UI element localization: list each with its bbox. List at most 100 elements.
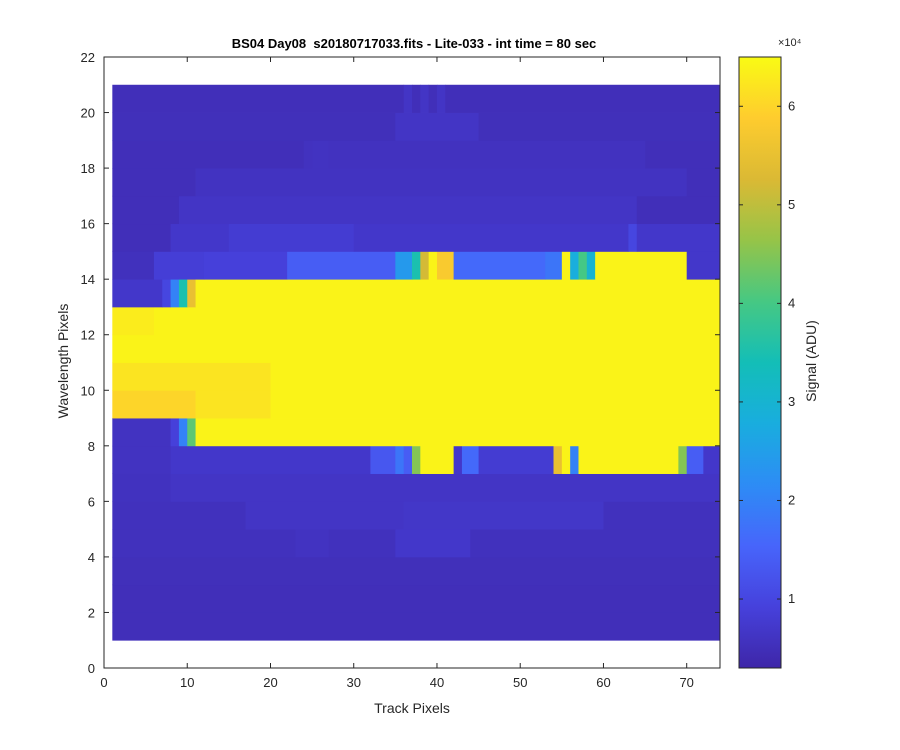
x-tick-label: 30 xyxy=(346,675,360,690)
y-tick-label: 16 xyxy=(81,217,95,232)
y-tick-label: 0 xyxy=(88,661,95,676)
heatmap-cell xyxy=(153,306,721,336)
heatmap-cell xyxy=(403,445,413,474)
y-tick-label: 8 xyxy=(88,439,95,454)
heatmap-cell xyxy=(461,445,479,474)
heatmap-cell xyxy=(328,529,396,558)
heatmap-cell xyxy=(228,223,355,252)
heatmap-cell xyxy=(428,84,438,113)
heatmap-cell xyxy=(112,168,196,197)
heatmap-cell xyxy=(453,251,546,280)
heatmap-cell xyxy=(570,445,579,474)
heatmap-cell xyxy=(112,223,171,252)
heatmap-cell xyxy=(420,251,430,280)
heatmap-cell xyxy=(395,112,479,141)
x-tick-label: 70 xyxy=(679,675,693,690)
heatmap-cell xyxy=(603,501,721,530)
heatmap-cell xyxy=(195,418,721,447)
heatmap-cell xyxy=(112,362,271,391)
y-tick-label: 18 xyxy=(81,161,95,176)
heatmap-cell xyxy=(112,195,180,225)
heatmap-cell xyxy=(178,279,188,308)
heatmap-cell xyxy=(112,140,305,169)
x-tick-label: 40 xyxy=(430,675,444,690)
colorbar-exponent: ×10⁴ xyxy=(778,37,802,49)
heatmap-cell xyxy=(270,390,721,419)
heatmap-cell xyxy=(420,84,430,113)
heatmap-cell xyxy=(428,251,438,280)
heatmap-cell xyxy=(595,251,688,280)
y-tick-label: 20 xyxy=(81,106,95,121)
y-tick-label: 12 xyxy=(81,328,95,343)
heatmap-cell xyxy=(453,445,463,474)
heatmap-cell xyxy=(112,306,155,336)
x-tick-label: 0 xyxy=(100,675,107,690)
chart-title: BS04 Day08 s20180717033.fits - Lite-033 … xyxy=(232,36,597,51)
heatmap-cell xyxy=(636,223,721,252)
heatmap-cell xyxy=(170,418,180,447)
heatmap-cell xyxy=(295,529,330,558)
colorbar-label: Signal (ADU) xyxy=(803,320,819,402)
heatmap-cell xyxy=(412,84,421,113)
y-tick-label: 4 xyxy=(88,550,95,565)
heatmap-cell xyxy=(112,279,163,308)
heatmap-cell xyxy=(645,140,721,169)
heatmap-cell xyxy=(112,112,396,141)
heatmap-cell xyxy=(112,529,296,558)
y-tick-label: 14 xyxy=(81,272,95,287)
heatmap-cell xyxy=(436,251,455,280)
heatmap-cell xyxy=(170,279,180,308)
heatmap-cell xyxy=(703,445,721,474)
heatmap-cell xyxy=(412,251,421,280)
heatmap-cells xyxy=(112,84,721,641)
x-axis-label: Track Pixels xyxy=(374,700,450,716)
x-tick-label: 20 xyxy=(263,675,277,690)
heatmap-cell xyxy=(370,445,396,474)
heatmap-cell xyxy=(287,251,396,280)
heatmap-cell xyxy=(403,84,413,113)
heatmap-cell xyxy=(403,501,604,530)
heatmap-cell xyxy=(312,140,330,169)
heatmap-cell xyxy=(170,445,371,474)
heatmap-cell xyxy=(303,140,313,169)
heatmap-cell xyxy=(636,195,721,225)
heatmap-cell xyxy=(628,223,638,252)
x-tick-label: 60 xyxy=(596,675,610,690)
y-tick-label: 10 xyxy=(81,383,95,398)
heatmap-cell xyxy=(195,279,721,308)
x-tick-label: 10 xyxy=(180,675,194,690)
heatmap-cell xyxy=(353,223,629,252)
heatmap-cell xyxy=(686,445,704,474)
heatmap-cell xyxy=(112,556,721,586)
heatmap-cell xyxy=(178,195,638,225)
heatmap-cell xyxy=(187,418,196,447)
heatmap-cell xyxy=(112,501,246,530)
heatmap-cell xyxy=(570,251,579,280)
colorbar-tick-label: 6 xyxy=(788,98,795,113)
y-tick-label: 22 xyxy=(81,50,95,65)
heatmap-cell xyxy=(245,501,405,530)
heatmap-cell xyxy=(203,251,288,280)
heatmap-cell xyxy=(112,612,721,641)
heatmap-cell xyxy=(195,168,688,197)
heatmap-cell xyxy=(586,251,596,280)
heatmap-cell xyxy=(395,251,413,280)
heatmap-cell xyxy=(578,251,588,280)
heatmap-cell xyxy=(545,251,563,280)
heatmap-cell xyxy=(553,445,563,474)
colorbar-scale xyxy=(738,56,782,669)
heatmap-cell xyxy=(470,529,721,558)
heatmap-cell xyxy=(178,418,188,447)
heatmap-cell xyxy=(561,251,571,280)
heatmap-cell xyxy=(420,445,455,474)
axes: 0 10 20 30 40 50 60 70 0 2 4 6 8 10 12 14 16 18 20 22 xyxy=(81,50,721,690)
heatmap-cell xyxy=(678,445,688,474)
heatmap-cell xyxy=(395,529,471,558)
colorbar: 1 2 3 4 5 6 xyxy=(738,56,795,669)
heatmap-cell xyxy=(195,390,271,419)
colorbar-tick-label: 5 xyxy=(788,197,795,212)
colorbar-tick-label: 4 xyxy=(788,295,795,310)
heatmap-cell xyxy=(412,445,421,474)
heatmap-cell xyxy=(686,168,721,197)
heatmap-cell xyxy=(112,418,171,447)
